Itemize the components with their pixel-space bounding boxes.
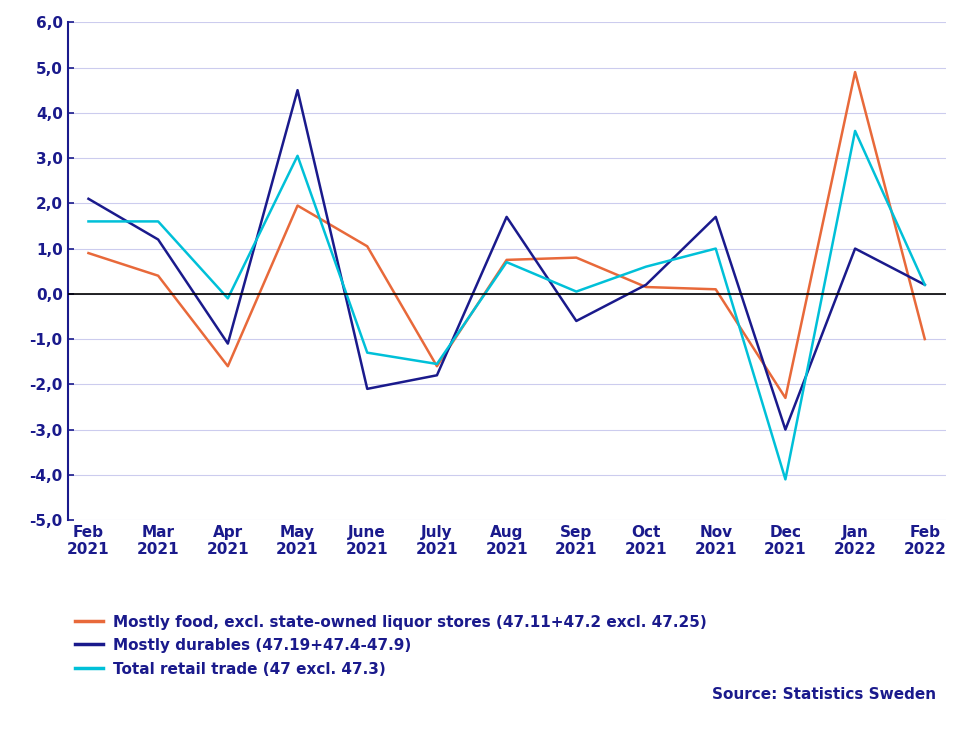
Text: Source: Statistics Sweden: Source: Statistics Sweden xyxy=(712,687,936,702)
Legend: Mostly food, excl. state-owned liquor stores (47.11+47.2 excl. 47.25), Mostly du: Mostly food, excl. state-owned liquor st… xyxy=(75,615,707,677)
